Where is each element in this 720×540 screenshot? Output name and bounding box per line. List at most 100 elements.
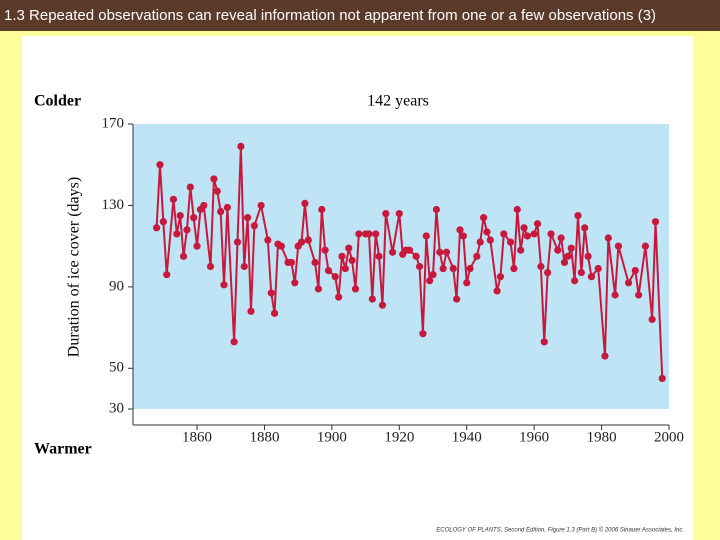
data-point	[614, 242, 623, 250]
data-point	[571, 277, 579, 285]
slide-title: 1.3 Repeated observations can reveal inf…	[0, 0, 720, 31]
data-point	[345, 244, 353, 252]
data-point	[651, 218, 660, 226]
data-point	[449, 264, 457, 273]
data-point	[537, 262, 545, 271]
data-point	[267, 289, 275, 297]
y-tick-label: 130	[102, 197, 125, 213]
top-label: Colder	[34, 93, 81, 110]
data-point	[237, 142, 245, 150]
data-point	[163, 271, 171, 279]
data-point	[321, 246, 329, 254]
data-point	[382, 209, 390, 218]
data-point	[463, 279, 471, 287]
data-point	[318, 205, 326, 214]
data-point	[540, 338, 548, 346]
x-tick-label: 2000	[654, 429, 684, 445]
data-point	[331, 273, 339, 281]
data-point	[483, 228, 491, 236]
y-tick-label: 30	[109, 400, 124, 416]
data-point	[335, 293, 343, 301]
data-point	[183, 226, 191, 234]
data-point	[193, 242, 201, 250]
data-point	[530, 230, 538, 238]
data-point	[577, 269, 585, 277]
data-point	[473, 252, 481, 260]
data-point	[456, 226, 464, 234]
data-point	[395, 209, 403, 218]
x-tick-label: 1980	[587, 429, 617, 445]
data-point	[442, 248, 451, 256]
data-point	[436, 248, 444, 256]
data-point	[304, 236, 312, 244]
data-point	[200, 201, 208, 210]
y-axis-label: Duration of ice cover (days)	[66, 177, 83, 357]
data-point	[156, 161, 164, 169]
data-point	[210, 175, 218, 183]
data-point	[230, 338, 238, 346]
data-point	[341, 264, 349, 273]
data-point	[476, 238, 484, 246]
data-point	[547, 230, 555, 238]
data-point	[388, 248, 397, 256]
data-line	[155, 146, 664, 379]
data-point	[247, 307, 255, 315]
data-point	[355, 230, 363, 238]
data-point	[658, 374, 666, 383]
data-point	[429, 271, 437, 279]
data-point	[486, 236, 494, 244]
data-point	[466, 264, 474, 273]
data-point	[291, 279, 299, 287]
data-point	[173, 230, 181, 238]
credit: ECOLOGY OF PLANTS, Second Edition, Figur…	[436, 527, 684, 534]
data-point	[648, 315, 656, 324]
x-tick-label: 1880	[249, 429, 279, 445]
bottom-label: Warmer	[34, 441, 92, 458]
data-point	[213, 187, 221, 195]
data-point	[557, 234, 565, 242]
data-point	[277, 242, 285, 250]
data-point	[587, 273, 596, 281]
data-point	[159, 218, 167, 226]
data-point	[179, 252, 188, 260]
data-point	[257, 201, 265, 210]
x-tick-label: 1860	[182, 429, 212, 445]
data-point	[233, 238, 242, 246]
data-point	[439, 264, 447, 273]
data-point	[287, 258, 296, 267]
data-point	[533, 220, 542, 228]
y-tick-label: 170	[102, 115, 125, 131]
data-point	[500, 230, 508, 238]
data-point	[584, 252, 592, 260]
x-tick-label: 1940	[452, 429, 482, 445]
data-point	[496, 273, 505, 281]
data-point	[244, 214, 252, 222]
data-point	[459, 232, 467, 240]
data-point	[415, 262, 424, 271]
data-point	[264, 236, 272, 244]
data-point	[223, 203, 231, 212]
data-point	[301, 199, 309, 207]
data-point	[523, 232, 532, 240]
data-point	[581, 224, 589, 232]
data-point	[611, 291, 619, 299]
data-point	[422, 232, 430, 240]
data-point	[311, 258, 319, 267]
data-point	[601, 352, 609, 360]
data-point	[432, 205, 440, 214]
data-point	[368, 295, 376, 303]
data-point	[560, 258, 569, 267]
data-point	[176, 212, 184, 220]
data-point	[240, 262, 248, 271]
data-point	[594, 264, 602, 273]
data-point	[567, 244, 575, 252]
data-point	[169, 195, 178, 203]
data-point	[217, 207, 225, 216]
data-point	[372, 230, 380, 238]
data-point	[453, 295, 461, 303]
data-point	[506, 238, 515, 246]
data-point	[635, 291, 643, 299]
data-point	[412, 252, 420, 260]
data-point	[405, 246, 414, 254]
data-point	[493, 287, 501, 295]
